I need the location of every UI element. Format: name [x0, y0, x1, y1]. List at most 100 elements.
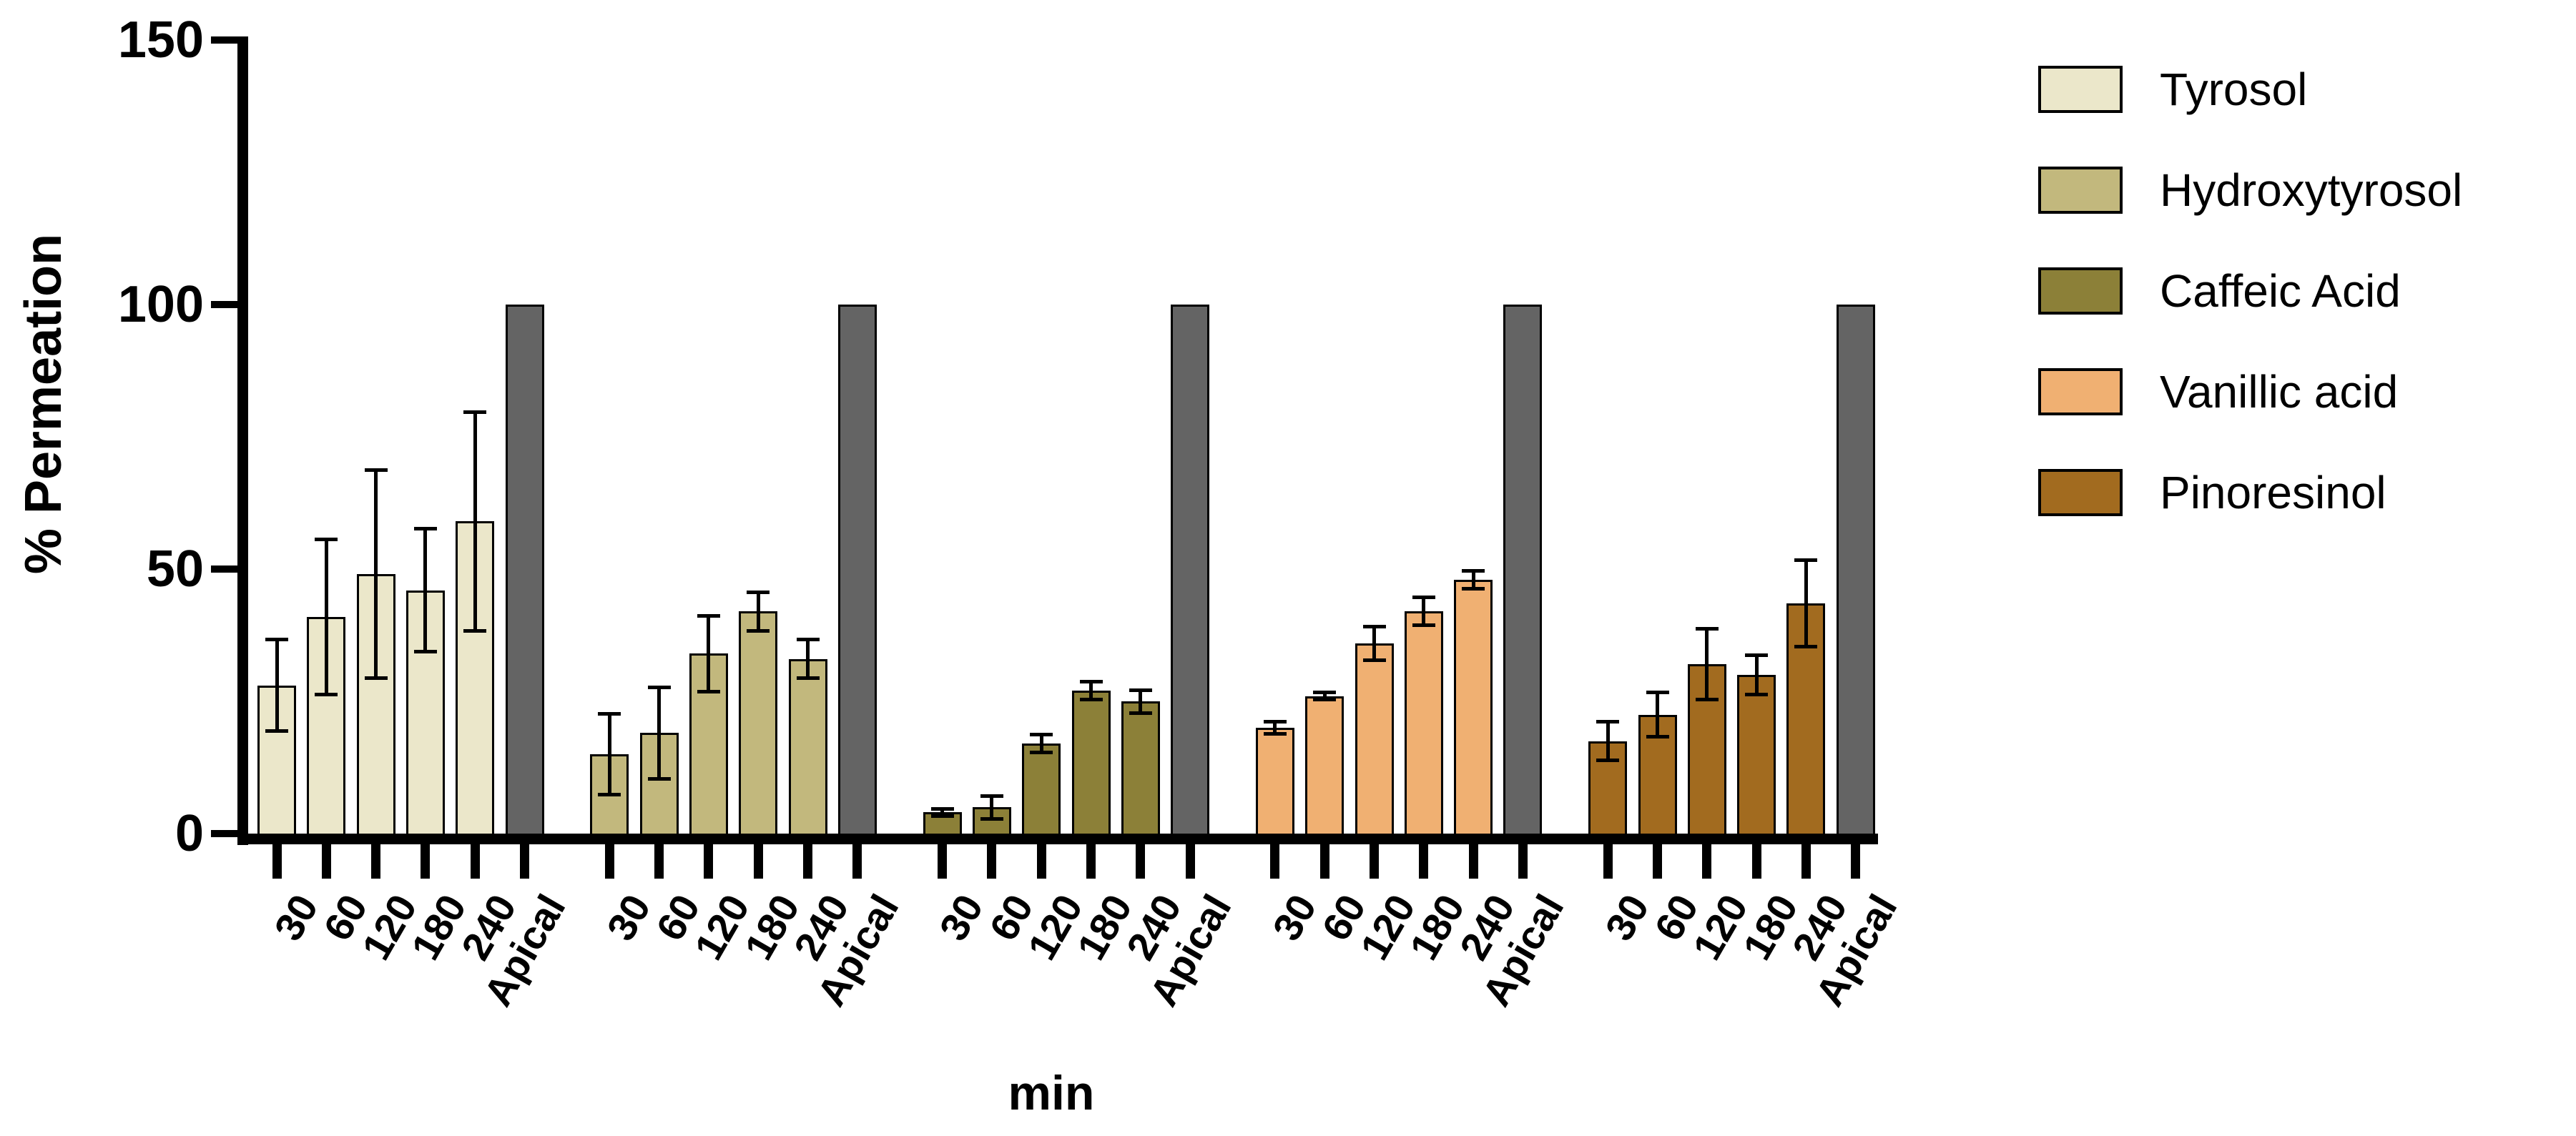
bar-pinoresinol-60: [1638, 714, 1677, 836]
bar-vanillic-acid-240: [1454, 579, 1493, 836]
legend-item-hydroxytyrosol: Hydroxytyrosol: [2038, 167, 2462, 214]
error-bar-cap-bottom-caffeic-acid-120: [1030, 751, 1053, 754]
legend-swatch-pinoresinol: [2038, 469, 2123, 516]
error-bar-line-hydroxytyrosol-30: [607, 711, 611, 797]
legend-label-vanillic-acid: Vanillic acid: [2160, 366, 2399, 418]
bar-caffeic-acid-apical: [1171, 305, 1210, 836]
error-bar-cap-top-tyrosol-240: [463, 410, 487, 414]
error-bar-line-tyrosol-120: [374, 468, 378, 681]
error-bar-cap-top-hydroxytyrosol-60: [647, 685, 671, 689]
error-bar-cap-bottom-caffeic-acid-180: [1079, 698, 1103, 701]
error-bar-cap-bottom-hydroxytyrosol-240: [796, 676, 820, 681]
error-bar-cap-top-pinoresinol-120: [1695, 627, 1719, 631]
error-bar-line-vanillic-acid-180: [1422, 596, 1426, 628]
error-bar-cap-bottom-vanillic-acid-240: [1462, 586, 1485, 591]
error-bar-line-pinoresinol-60: [1656, 691, 1659, 739]
x-tick-hydroxytyrosol-240: [803, 844, 812, 879]
error-bar-cap-bottom-pinoresinol-240: [1794, 645, 1818, 648]
legend-item-vanillic-acid: Vanillic acid: [2038, 368, 2462, 415]
error-bar-cap-bottom-pinoresinol-60: [1646, 734, 1669, 739]
error-bar-cap-top-pinoresinol-180: [1745, 653, 1769, 658]
error-bar-cap-bottom-caffeic-acid-60: [980, 816, 1003, 821]
error-bar-cap-top-pinoresinol-60: [1646, 691, 1669, 695]
error-bar-cap-top-caffeic-acid-60: [980, 794, 1003, 798]
y-tick-50: [211, 565, 237, 573]
bar-vanillic-acid-120: [1355, 643, 1394, 836]
error-bar-line-hydroxytyrosol-240: [806, 638, 810, 681]
error-bar-cap-top-vanillic-acid-240: [1462, 569, 1485, 573]
x-tick-caffeic-acid-60: [987, 844, 997, 879]
legend: Tyrosol Hydroxytyrosol Caffeic Acid Vanilli…: [2038, 66, 2462, 570]
error-bar-cap-top-pinoresinol-240: [1794, 558, 1818, 563]
error-bar-line-vanillic-acid-120: [1372, 624, 1376, 662]
error-bar-cap-bottom-tyrosol-180: [413, 650, 437, 654]
legend-item-pinoresinol: Pinoresinol: [2038, 469, 2462, 516]
error-bar-line-hydroxytyrosol-180: [756, 590, 760, 633]
error-bar-line-hydroxytyrosol-60: [657, 685, 662, 781]
bar-pinoresinol-apical: [1836, 305, 1875, 836]
bar-hydroxytyrosol-240: [788, 658, 827, 836]
x-tick-pinoresinol-apical: [1851, 844, 1861, 879]
error-bar-cap-bottom-tyrosol-30: [265, 729, 288, 734]
legend-label-pinoresinol: Pinoresinol: [2160, 467, 2386, 518]
legend-item-tyrosol: Tyrosol: [2038, 66, 2462, 113]
error-bar-cap-top-vanillic-acid-60: [1313, 691, 1337, 695]
bar-caffeic-acid-240: [1121, 701, 1160, 836]
bar-vanillic-acid-30: [1255, 728, 1294, 836]
x-tick-vanillic-acid-30: [1270, 844, 1280, 879]
error-bar-cap-top-pinoresinol-30: [1596, 719, 1620, 723]
x-tick-pinoresinol-180: [1751, 844, 1761, 879]
error-bar-cap-bottom-tyrosol-240: [463, 628, 487, 633]
error-bar-cap-top-hydroxytyrosol-30: [598, 711, 621, 716]
x-tick-hydroxytyrosol-30: [604, 844, 614, 879]
error-bar-cap-top-vanillic-acid-120: [1362, 624, 1386, 628]
error-bar-cap-bottom-hydroxytyrosol-180: [747, 628, 770, 633]
x-tick-tyrosol-30: [272, 844, 282, 879]
legend-item-caffeic-acid: Caffeic Acid: [2038, 267, 2462, 315]
x-tick-vanillic-acid-120: [1370, 844, 1379, 879]
error-bar-cap-top-caffeic-acid-180: [1079, 680, 1103, 684]
error-bar-cap-bottom-pinoresinol-30: [1596, 759, 1620, 763]
x-tick-vanillic-acid-60: [1319, 844, 1329, 879]
error-bar-cap-top-caffeic-acid-240: [1129, 688, 1152, 692]
error-bar-cap-bottom-caffeic-acid-30: [930, 814, 954, 818]
x-tick-hydroxytyrosol-60: [654, 844, 664, 879]
y-tick-100: [211, 301, 237, 308]
x-tick-hydroxytyrosol-180: [753, 844, 763, 879]
x-tick-tyrosol-apical: [520, 844, 529, 879]
x-tick-caffeic-acid-apical: [1185, 844, 1195, 879]
error-bar-line-tyrosol-240: [473, 410, 477, 633]
error-bar-cap-bottom-tyrosol-120: [364, 676, 388, 681]
x-tick-tyrosol-180: [421, 844, 431, 879]
error-bar-line-tyrosol-30: [275, 638, 279, 734]
x-tick-caffeic-acid-180: [1086, 844, 1096, 879]
x-tick-pinoresinol-240: [1801, 844, 1811, 879]
x-tick-pinoresinol-60: [1653, 844, 1662, 879]
error-bar-cap-bottom-pinoresinol-120: [1695, 698, 1719, 701]
legend-swatch-tyrosol: [2038, 66, 2123, 113]
x-tick-tyrosol-240: [470, 844, 480, 879]
bar-tyrosol-apical: [505, 305, 544, 836]
error-bar-cap-bottom-vanillic-acid-30: [1263, 732, 1287, 736]
legend-swatch-vanillic-acid: [2038, 368, 2123, 415]
error-bar-line-caffeic-acid-60: [990, 794, 994, 821]
error-bar-cap-top-tyrosol-180: [413, 526, 437, 530]
error-bar-cap-top-hydroxytyrosol-240: [796, 638, 820, 642]
error-bar-cap-bottom-hydroxytyrosol-120: [697, 689, 720, 693]
error-bar-cap-bottom-vanillic-acid-60: [1313, 698, 1337, 701]
error-bar-line-pinoresinol-120: [1705, 627, 1709, 701]
x-tick-tyrosol-60: [321, 844, 331, 879]
error-bar-cap-top-tyrosol-120: [364, 468, 388, 473]
error-bar-cap-top-hydroxytyrosol-120: [697, 613, 720, 618]
error-bar-line-tyrosol-180: [423, 526, 428, 654]
error-bar-cap-bottom-hydroxytyrosol-60: [647, 777, 671, 781]
bar-vanillic-acid-apical: [1503, 305, 1543, 836]
x-tick-hydroxytyrosol-120: [704, 844, 714, 879]
error-bar-line-tyrosol-60: [324, 537, 328, 696]
error-bar-cap-bottom-pinoresinol-180: [1745, 692, 1769, 696]
error-bar-cap-top-caffeic-acid-30: [930, 807, 954, 811]
x-axis-line: [237, 834, 1878, 844]
error-bar-line-pinoresinol-30: [1606, 719, 1610, 763]
error-bar-cap-top-caffeic-acid-120: [1030, 733, 1053, 737]
